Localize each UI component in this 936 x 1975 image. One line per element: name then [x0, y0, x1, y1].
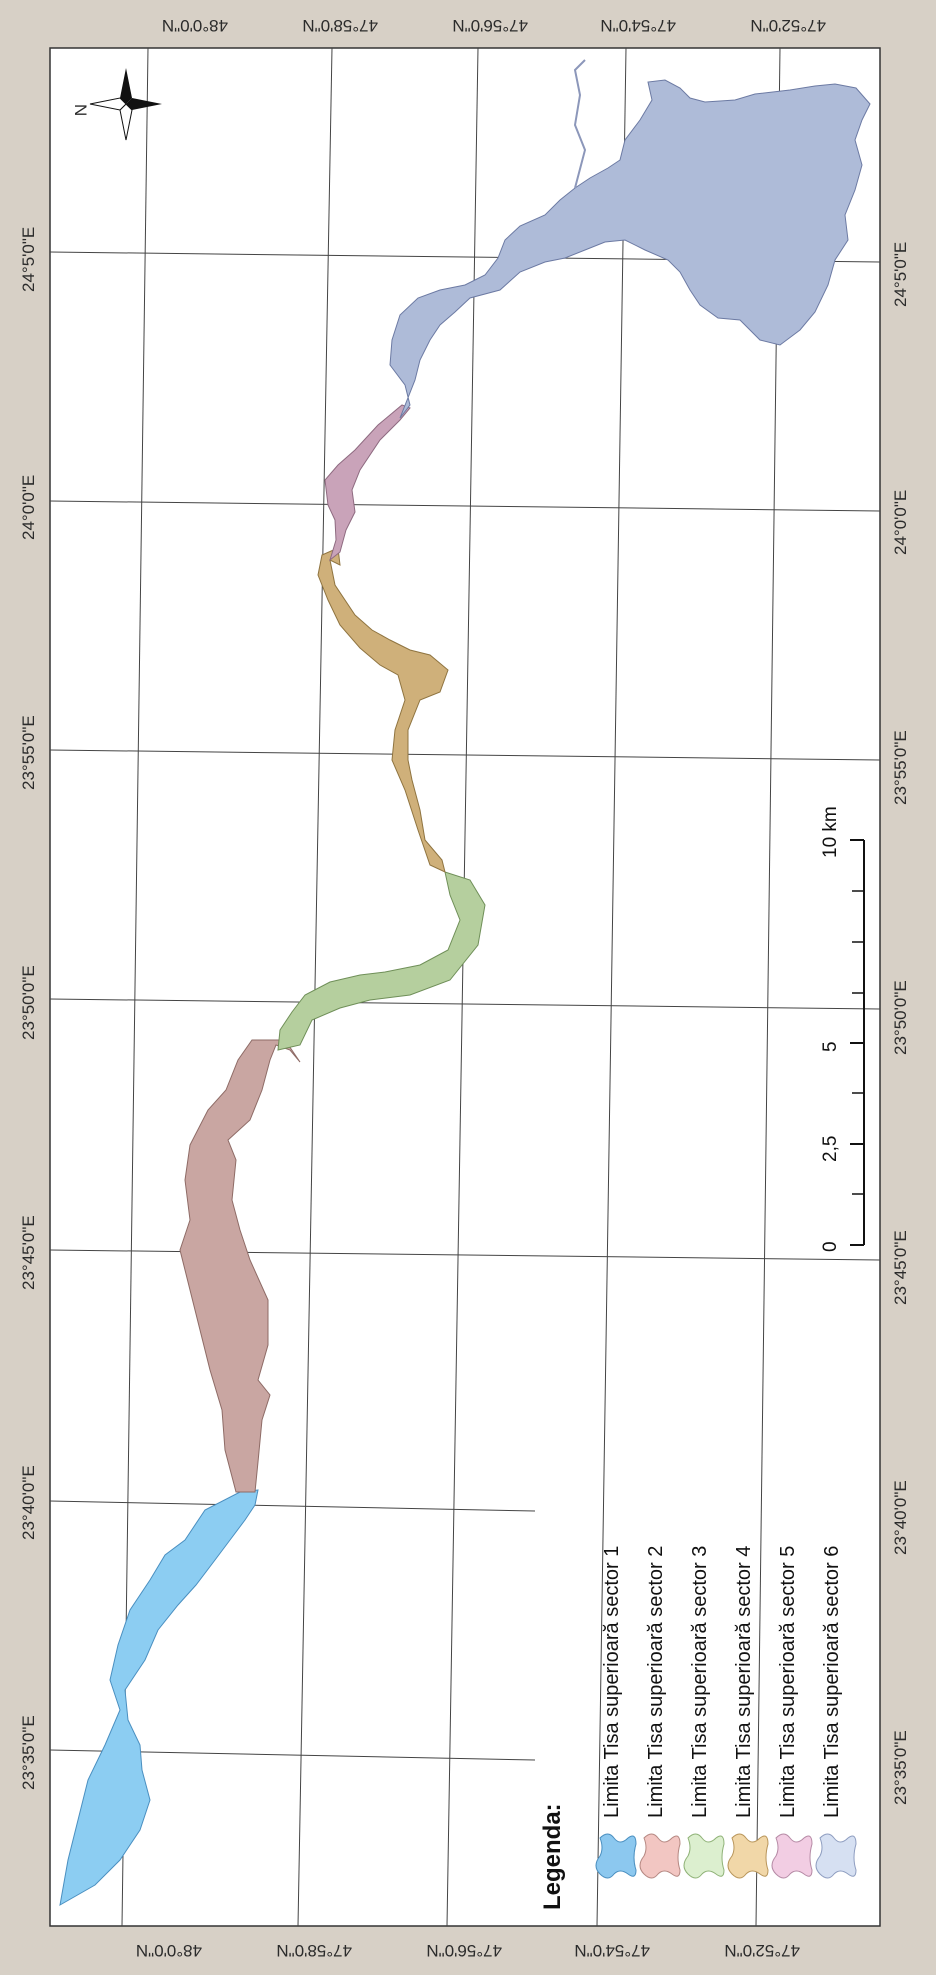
legend-swatch	[639, 1833, 681, 1879]
lat-label-top: 47°54'0"N	[600, 16, 676, 35]
north-arrow-icon: N	[71, 68, 162, 141]
sector-2-area[interactable]	[179, 1039, 301, 1493]
latitude-labels: 48°0'0"N 47°58'0"N 47°56'0"N 47°54'0"N 4…	[136, 16, 826, 1960]
map-frame	[49, 47, 881, 1927]
lat-label-bottom: 47°58'0"N	[276, 1941, 352, 1960]
legend-label: Limita Tisa superioară sector 1	[601, 1546, 623, 1818]
lat-label-bottom: 48°0'0"N	[136, 1941, 202, 1960]
lon-label-left: 23°35'0"E	[19, 1715, 38, 1790]
legend: Legenda: Limita Tisa superioară sector 1…	[539, 1546, 857, 1910]
legend-swatch	[815, 1833, 857, 1879]
legend-item: Limita Tisa superioară sector 5	[771, 1546, 813, 1879]
lon-label-left: 24°5'0"E	[19, 227, 38, 292]
lon-label-right: 23°35'0"E	[891, 1730, 910, 1805]
legend-swatch	[683, 1833, 725, 1879]
lat-label-bottom: 47°52'0"N	[724, 1941, 800, 1960]
river-sectors	[59, 59, 871, 1906]
legend-label: Limita Tisa superioară sector 4	[733, 1546, 755, 1818]
legend-title: Legenda:	[539, 1803, 566, 1910]
lon-label-left: 23°45'0"E	[19, 1215, 38, 1290]
legend-item: Limita Tisa superioară sector 6	[815, 1546, 857, 1879]
lon-label-right: 24°5'0"E	[891, 242, 910, 307]
longitude-labels: 23°35'0"E 23°40'0"E 23°45'0"E 23°50'0"E …	[19, 227, 910, 1805]
lon-label-right: 23°40'0"E	[891, 1480, 910, 1555]
sector-6-area[interactable]	[389, 79, 871, 419]
lat-label-top: 47°58'0"N	[302, 16, 378, 35]
lat-label-bottom: 47°56'0"N	[426, 1941, 502, 1960]
legend-label: Limita Tisa superioară sector 2	[645, 1546, 667, 1818]
legend-label: Limita Tisa superioară sector 5	[777, 1546, 799, 1818]
sector-3-area[interactable]	[277, 871, 486, 1051]
lat-label-bottom: 47°54'0"N	[574, 1941, 650, 1960]
lat-label-top: 47°56'0"N	[452, 16, 528, 35]
lon-label-left: 23°40'0"E	[19, 1465, 38, 1540]
scale-label-10-km: 10 km	[820, 806, 841, 858]
legend-label: Limita Tisa superioară sector 3	[689, 1546, 711, 1818]
legend-swatch	[727, 1833, 769, 1879]
lat-label-top: 48°0'0"N	[162, 16, 228, 35]
lon-label-right: 23°50'0"E	[891, 980, 910, 1055]
legend-swatch	[771, 1833, 813, 1879]
legend-label: Limita Tisa superioară sector 6	[821, 1546, 843, 1818]
scale-label-0: 0	[820, 1241, 841, 1252]
lon-label-right: 24°0'0"E	[891, 490, 910, 555]
lon-label-left: 24°0'0"E	[19, 475, 38, 540]
scale-bar: 0 2,5 5 10 km	[820, 806, 865, 1252]
sector-1-area[interactable]	[59, 1489, 259, 1906]
lon-label-right: 23°45'0"E	[891, 1230, 910, 1305]
scale-label-5: 5	[820, 1041, 841, 1052]
lat-label-top: 47°52'0"N	[750, 16, 826, 35]
lon-label-right: 23°55'0"E	[891, 730, 910, 805]
lon-label-left: 23°50'0"E	[19, 965, 38, 1040]
legend-swatch	[595, 1833, 637, 1879]
north-label: N	[71, 104, 90, 116]
legend-item: Limita Tisa superioară sector 4	[727, 1546, 769, 1879]
legend-item: Limita Tisa superioară sector 3	[683, 1546, 725, 1879]
lon-label-left: 23°55'0"E	[19, 715, 38, 790]
legend-item: Limita Tisa superioară sector 2	[639, 1546, 681, 1879]
scale-label-2-5: 2,5	[820, 1136, 841, 1162]
legend-item: Limita Tisa superioară sector 1	[595, 1546, 637, 1879]
